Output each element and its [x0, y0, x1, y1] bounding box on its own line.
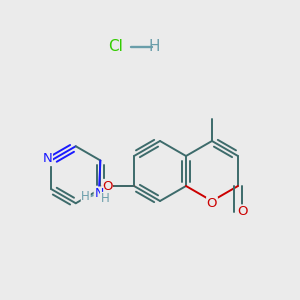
Text: N: N	[43, 152, 52, 166]
Text: H: H	[100, 193, 109, 206]
Text: Cl: Cl	[108, 39, 123, 54]
Text: O: O	[237, 205, 248, 218]
Text: H: H	[149, 39, 160, 54]
Text: N: N	[94, 187, 104, 200]
Text: O: O	[102, 179, 112, 193]
Text: H: H	[81, 190, 90, 203]
Text: O: O	[207, 197, 217, 210]
